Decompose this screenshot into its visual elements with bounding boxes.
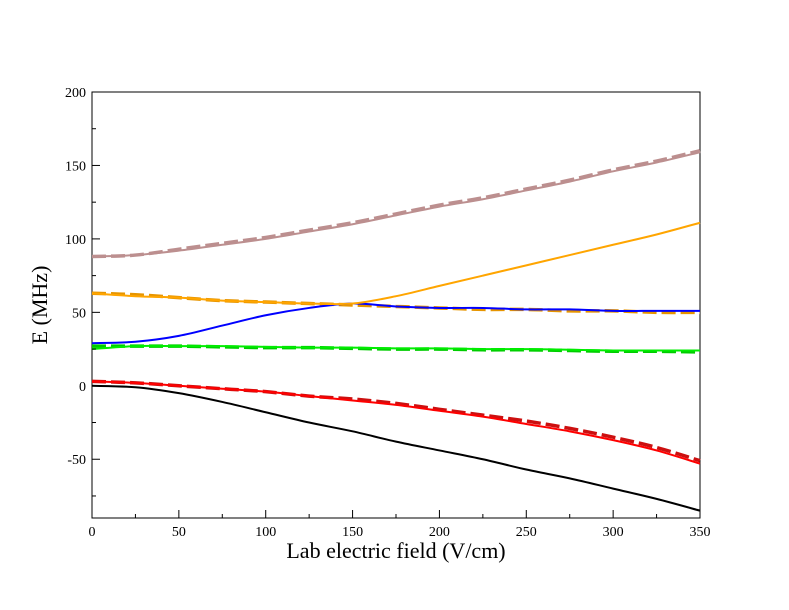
- y-tick-label: 0: [79, 380, 86, 395]
- x-tick-label: 250: [516, 525, 537, 540]
- series-line-blue-solid: [91, 302, 700, 345]
- series-line-rosy-brown-solid: [91, 151, 701, 258]
- y-tick-label: 200: [65, 86, 86, 101]
- series-line-rosy-brown-dashed: [91, 149, 701, 259]
- y-axis-title: E (MHz): [27, 266, 52, 345]
- y-tick-label: 150: [65, 159, 86, 174]
- series-line-orange-solid: [91, 221, 701, 306]
- x-tick-label: 150: [342, 525, 363, 540]
- x-axis-ticks: 0 50 100 150 200 250 300 350: [89, 510, 711, 540]
- x-tick-label: 50: [172, 525, 186, 540]
- x-tick-label: 200: [429, 525, 450, 540]
- y-tick-label: -50: [67, 453, 86, 468]
- x-axis-title: Lab electric field (V/cm): [286, 538, 505, 563]
- series-line-black-solid: [91, 384, 701, 512]
- y-tick-label: 100: [65, 233, 86, 248]
- y-tick-label: 50: [72, 306, 86, 321]
- x-tick-label: 0: [89, 525, 96, 540]
- series-layer: [91, 149, 701, 512]
- x-tick-label: 300: [603, 525, 624, 540]
- x-tick-label: 350: [690, 525, 711, 540]
- x-tick-label: 100: [255, 525, 276, 540]
- y-axis-ticks: -50 0 50 100 150 200: [65, 86, 100, 497]
- series-line-red-solid: [91, 380, 701, 465]
- series-line-green-solid: [91, 344, 700, 352]
